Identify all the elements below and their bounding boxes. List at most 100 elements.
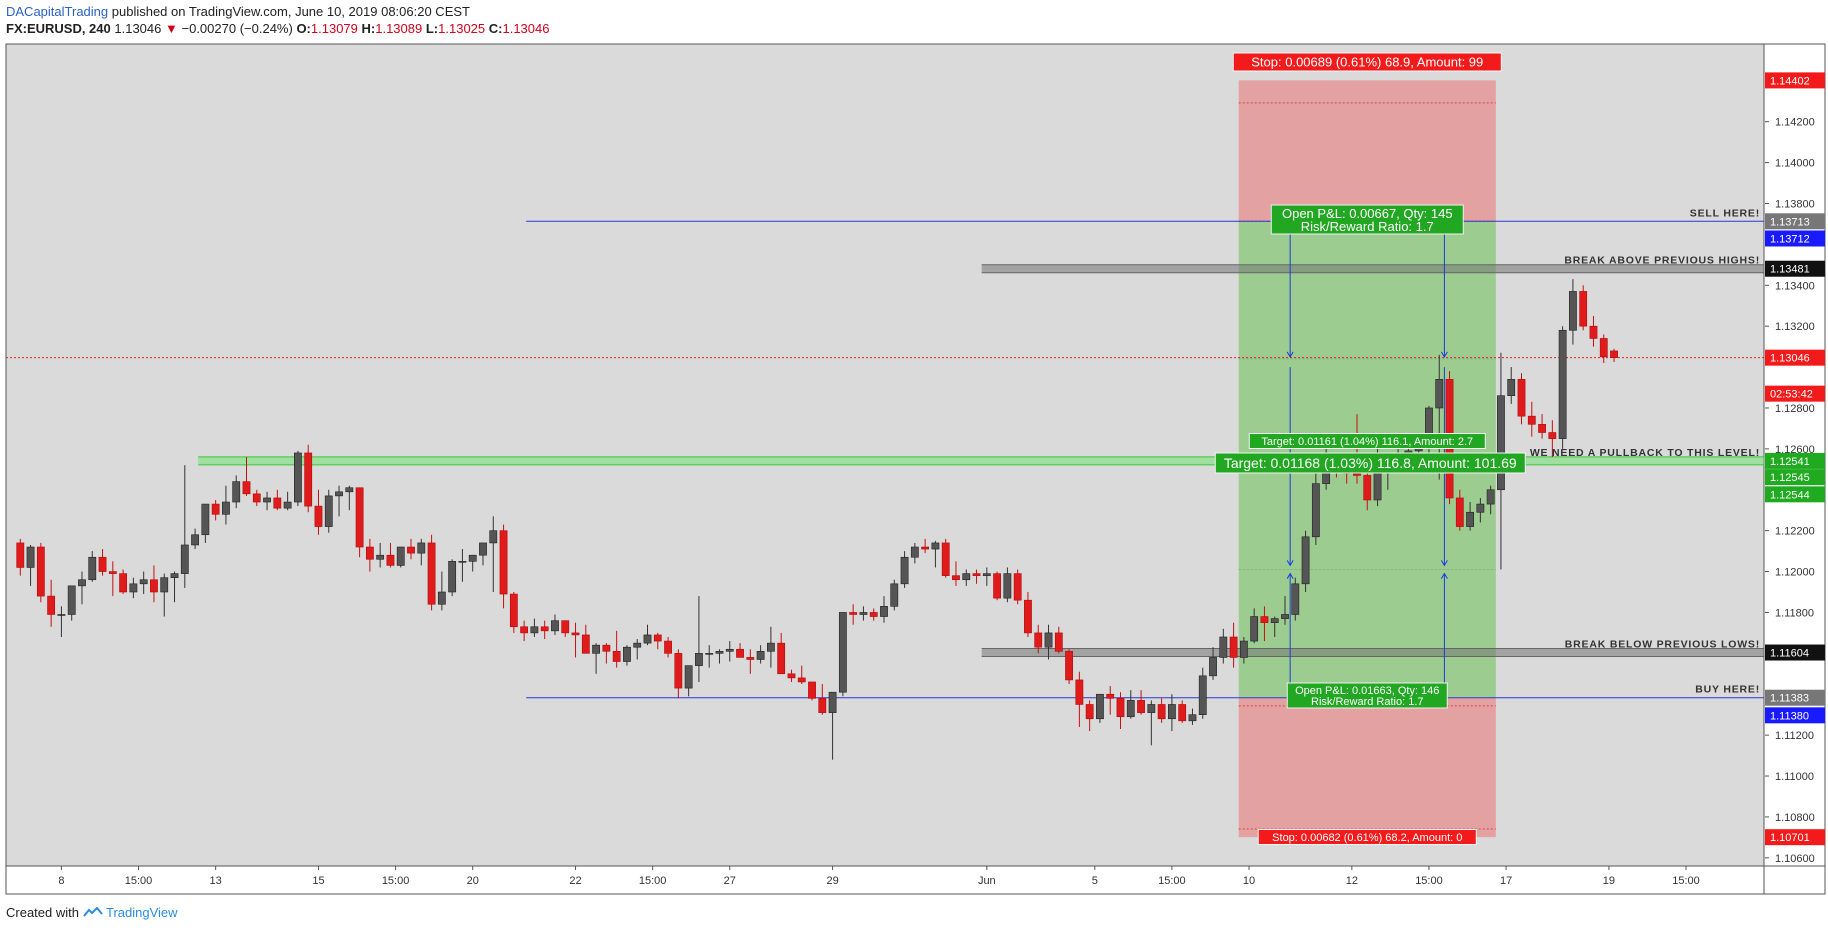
break-low-band	[981, 648, 1764, 657]
candle-body	[623, 646, 631, 662]
candle-body	[653, 634, 662, 642]
open-value: 1.13079	[310, 21, 358, 36]
candle-body	[1589, 325, 1598, 339]
price-label-bg-10	[1765, 689, 1825, 706]
long-target-label: Target: 0.01161 (1.04%) 116.1, Amount: 2…	[1248, 433, 1486, 449]
x-tick-label-6: 22	[569, 875, 581, 887]
candle-body	[324, 495, 333, 527]
break-high-band	[981, 264, 1764, 273]
candle-body	[98, 556, 107, 572]
short-stop-label-bg	[1232, 52, 1502, 72]
candle-body	[1363, 475, 1372, 501]
candle-body	[551, 620, 559, 632]
price-label-bg-6	[1765, 452, 1825, 469]
price-label-1: 1.13713	[1765, 213, 1825, 230]
price-label-5: 02:53:42	[1765, 385, 1825, 402]
price-label-9: 1.11604	[1765, 644, 1825, 661]
candle-body	[242, 481, 251, 495]
price-label-7: 1.12545	[1765, 469, 1825, 486]
x-tick-label-4: 15:00	[382, 875, 410, 887]
candle-body	[952, 575, 960, 581]
short-pnl-bg	[1270, 204, 1464, 235]
candle-body	[263, 497, 271, 503]
candle-body	[479, 542, 487, 556]
price-label-4: 1.13046	[1765, 349, 1825, 366]
candle-body	[1003, 573, 1012, 599]
short-arrow-left-head	[1286, 351, 1294, 358]
long-target-line-right-head	[1440, 560, 1448, 567]
candle-body	[633, 642, 642, 648]
candle-body	[417, 542, 426, 554]
candle-body	[88, 556, 97, 581]
annotation-0: SELL HERE!	[1690, 207, 1760, 219]
long-target-label-text: Target: 0.01161 (1.04%) 116.1, Amount: 2…	[1261, 436, 1473, 448]
price-label-text-2: 1.13712	[1770, 233, 1810, 245]
y-tick-label-13: 1.10600	[1775, 853, 1815, 865]
x-tick-label-2: 13	[210, 875, 222, 887]
price-label-text-9: 1.11604	[1770, 648, 1809, 660]
publish-date: published on TradingView.com, June 10, 2…	[111, 4, 470, 19]
price-label-bg-5	[1765, 385, 1825, 402]
short-stop-zone	[1238, 80, 1496, 222]
candle-body	[78, 579, 86, 587]
price-label-0: 1.14402	[1765, 72, 1825, 89]
price-label-text-12: 1.10701	[1770, 832, 1810, 844]
candle-body	[458, 561, 467, 563]
x-tick-label-15: 15:00	[1415, 875, 1443, 887]
tradingview-link[interactable]: TradingView	[106, 905, 178, 920]
tradingview-logo-icon	[82, 905, 106, 920]
candle-body	[26, 546, 35, 568]
candle-body	[108, 571, 117, 574]
x-tick-label-12: 15:00	[1158, 875, 1186, 887]
x-tick-label-1: 15:00	[125, 875, 153, 887]
candle-body	[1497, 395, 1505, 491]
candle-body	[1270, 618, 1279, 623]
x-tick-label-17: 19	[1603, 875, 1615, 887]
candle-body	[489, 530, 498, 544]
candle-body	[520, 626, 529, 634]
candle-body	[139, 579, 148, 585]
x-tick-label-9: 29	[826, 875, 838, 887]
candle-body	[150, 579, 158, 593]
annotation-4: BUY HERE!	[1695, 684, 1760, 696]
symbol-label: FX:EURUSD, 240	[6, 21, 111, 36]
candle-body	[47, 595, 56, 615]
created-with-label: Created with	[6, 905, 79, 920]
down-arrow-icon: ▼	[165, 21, 178, 36]
candle-body	[1157, 704, 1166, 720]
candle-body	[1116, 698, 1125, 718]
low-value: 1.13025	[438, 21, 486, 36]
candle-body	[1353, 473, 1361, 476]
author-link[interactable]: DACapitalTrading	[6, 4, 109, 19]
candle-body	[499, 530, 508, 595]
candle-body	[1178, 704, 1187, 722]
y-tick-label-0: 1.14200	[1775, 117, 1815, 129]
candle-body	[828, 691, 837, 713]
x-tick-label-8: 27	[724, 875, 736, 887]
candle-body	[1188, 714, 1197, 722]
x-tick-label-16: 17	[1500, 875, 1512, 887]
candle-body	[1455, 497, 1464, 527]
candle-body	[407, 546, 415, 554]
price-label-bg-1	[1765, 213, 1825, 230]
candle-body	[695, 653, 703, 666]
candle-body	[900, 556, 909, 585]
candle-body	[191, 534, 199, 546]
annotation-3: BREAK BELOW PREVIOUS LOWS!	[1565, 639, 1760, 651]
y-tick-label-9: 1.11800	[1775, 607, 1814, 619]
candle-body	[715, 650, 724, 654]
long-stop-zone	[1238, 697, 1496, 838]
price-label-12: 1.10701	[1765, 829, 1825, 846]
candle-body	[16, 542, 25, 568]
candle-body	[1569, 291, 1577, 331]
annotation-1: BREAK ABOVE PREVIOUS HIGHS!	[1564, 255, 1760, 267]
candle-body	[1209, 657, 1217, 677]
candle-body	[808, 681, 816, 699]
price-label-text-6: 1.12541	[1770, 456, 1810, 468]
candle-body	[396, 546, 405, 566]
candle-body	[777, 642, 786, 675]
candle-body	[540, 626, 549, 632]
